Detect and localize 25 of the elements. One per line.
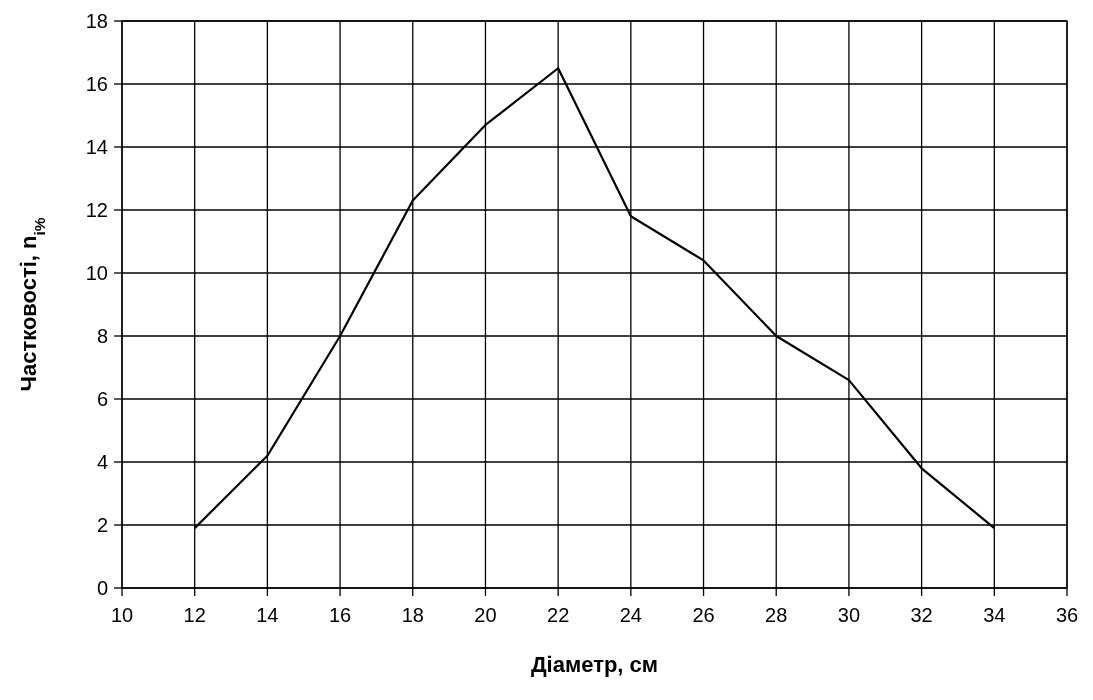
x-tick-label: 22 <box>547 604 570 626</box>
x-tick-label: 16 <box>328 604 352 626</box>
x-tick-label: 32 <box>910 604 933 626</box>
x-tick-label: 24 <box>619 604 642 626</box>
y-tick-label: 2 <box>96 514 108 536</box>
x-axis-title: Діаметр, см <box>530 652 659 677</box>
y-tick-label: 4 <box>96 451 108 473</box>
x-tick-label: 28 <box>765 604 788 626</box>
y-tick-label: 10 <box>85 262 108 284</box>
x-tick-label: 10 <box>110 604 134 626</box>
y-tick-label: 12 <box>85 199 108 221</box>
y-tick-label: 6 <box>96 388 108 410</box>
y-tick-label: 0 <box>96 577 108 599</box>
y-tick-label: 14 <box>85 136 108 158</box>
x-tick-label: 14 <box>256 604 279 626</box>
x-tick-label: 30 <box>837 604 861 626</box>
x-tick-label: 34 <box>983 604 1006 626</box>
y-tick-label: 8 <box>96 325 108 347</box>
x-tick-label: 20 <box>474 604 497 626</box>
x-tick-label: 12 <box>183 604 206 626</box>
x-tick-label: 36 <box>1055 604 1079 626</box>
y-tick-label: 16 <box>85 73 108 95</box>
y-tick-label: 18 <box>85 10 108 32</box>
x-tick-label: 26 <box>692 604 715 626</box>
x-tick-label: 18 <box>401 604 424 626</box>
